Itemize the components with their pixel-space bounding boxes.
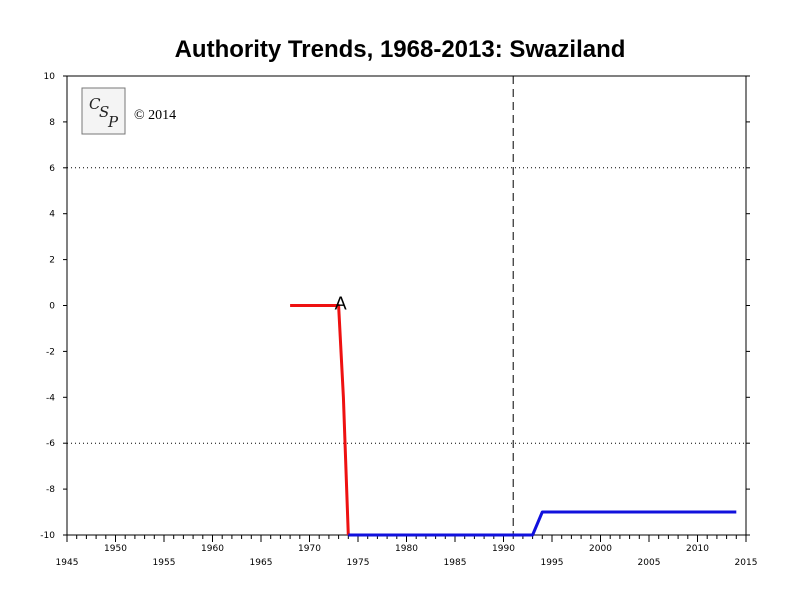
- x-tick-label: 1985: [444, 558, 467, 568]
- y-axis: 10 8 6 4 2 0 -2 -4 -6 -8 -10: [40, 72, 750, 541]
- x-tick-label: 2005: [638, 558, 661, 568]
- y-tick-label: 10: [44, 72, 56, 82]
- x-tick-label: 1975: [347, 558, 370, 568]
- x-tick-label: 1970: [298, 544, 321, 554]
- series-line-1: [290, 304, 350, 536]
- csp-logo: C S P: [81, 87, 126, 135]
- y-tick-label: -2: [46, 347, 55, 357]
- y-tick-label: -10: [40, 531, 55, 541]
- reference-lines: [67, 76, 746, 535]
- logo-letter-s: S: [99, 103, 109, 121]
- y-tick-label: 6: [49, 164, 55, 174]
- x-tick-label: 1980: [395, 544, 418, 554]
- x-tick-label: 1995: [541, 558, 564, 568]
- logo-letter-c: C: [89, 95, 101, 113]
- y-tick-label: -4: [46, 393, 55, 403]
- logo-letter-p: P: [107, 113, 119, 131]
- event-annotation: A: [335, 294, 347, 314]
- y-tick-label: -6: [46, 439, 55, 449]
- y-tick-label: -8: [46, 485, 55, 495]
- logo-box: [81, 87, 126, 135]
- x-tick-label: 1945: [56, 558, 79, 568]
- series-line-2: [348, 510, 737, 537]
- x-tick-label: 2015: [735, 558, 758, 568]
- y-tick-label: 2: [49, 256, 55, 266]
- copyright-notice: © 2014: [134, 108, 176, 123]
- chart-title: Authority Trends, 1968-2013: Swaziland: [174, 36, 626, 63]
- y-tick-label: 0: [49, 302, 55, 312]
- x-tick-label: 1960: [201, 544, 224, 554]
- x-tick-label: 2000: [589, 544, 612, 554]
- y-tick-label: 4: [49, 210, 55, 220]
- series-layer: [290, 304, 737, 537]
- annotation-layer: A: [335, 294, 347, 314]
- plot-frame: [66, 75, 747, 536]
- x-tick-label: 1950: [104, 544, 127, 554]
- x-tick-label: 2010: [686, 544, 709, 554]
- x-tick-label: 1990: [492, 544, 515, 554]
- x-tick-label: 1955: [153, 558, 176, 568]
- x-axis: 1945 1950 1955 1960 1965 1970 1975 1980 1985 1990…: [56, 535, 758, 568]
- y-tick-label: 8: [49, 118, 55, 128]
- x-tick-label: 1965: [250, 558, 273, 568]
